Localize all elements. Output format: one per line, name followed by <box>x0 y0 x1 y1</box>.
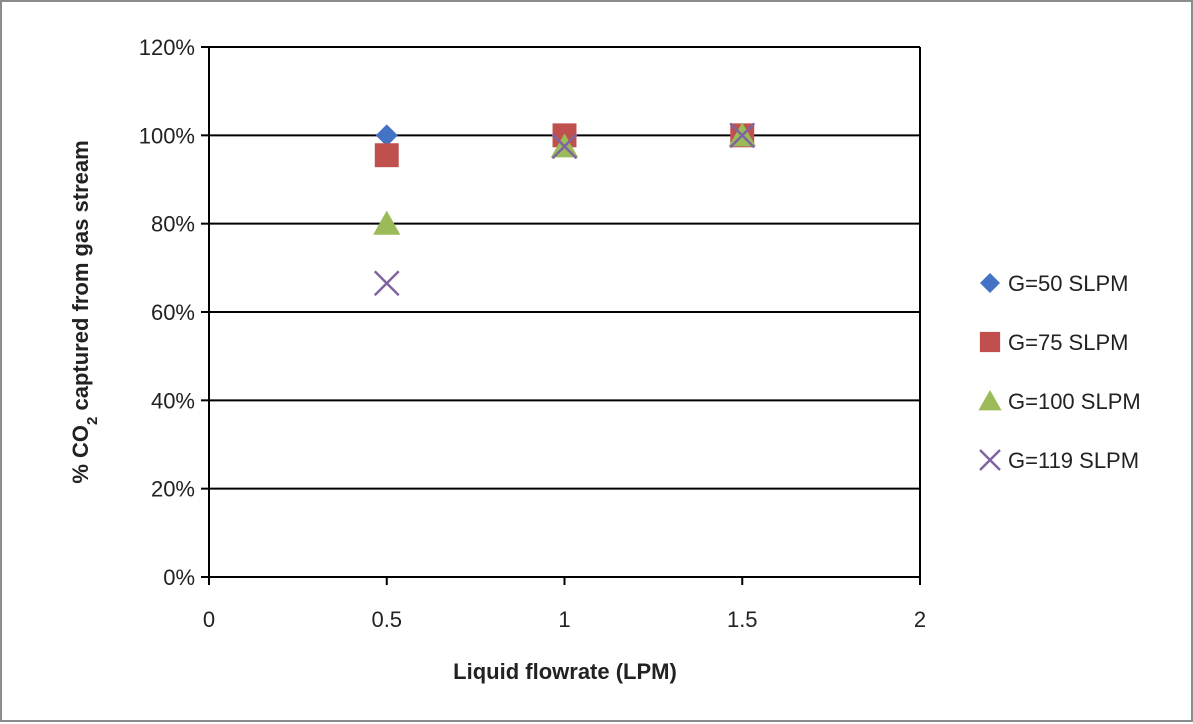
y-axis-title-subscript: 2 <box>84 417 101 425</box>
legend-marker-triangle <box>978 390 1002 411</box>
legend-label: G=100 SLPM <box>1008 389 1141 414</box>
x-marker-stroke <box>373 270 400 297</box>
y-axis-title-part: captured from gas stream <box>68 140 93 416</box>
y-tick-label: 20% <box>151 477 195 502</box>
legend-marker-square <box>979 331 1001 353</box>
legend: G=50 SLPM G=75 SLPM G=100 SLPM G=119 SLPM <box>978 271 1141 473</box>
x-axis-title: Liquid flowrate (LPM) <box>453 659 677 684</box>
data-point-square <box>374 143 399 168</box>
y-tick-label: 100% <box>139 123 195 148</box>
x-tick-label: 1.5 <box>727 607 758 632</box>
axes <box>201 46 921 585</box>
y-axis-title-part: % CO <box>68 425 93 484</box>
y-tick-label: 60% <box>151 300 195 325</box>
legend-label: G=50 SLPM <box>1008 271 1128 296</box>
x-tick-label: 0.5 <box>371 607 402 632</box>
x-tick-label: 2 <box>914 607 926 632</box>
x-marker-stroke <box>979 449 1001 471</box>
y-tick-label: 120% <box>139 35 195 60</box>
legend-marker-x <box>979 449 1001 471</box>
legend-label: G=119 SLPM <box>1008 448 1139 473</box>
data-point-triangle <box>373 210 401 235</box>
legend-marker-diamond <box>980 273 1000 293</box>
y-tick-label: 80% <box>151 212 195 237</box>
legend-label: G=75 SLPM <box>1008 330 1128 355</box>
data-point-x <box>373 270 400 297</box>
x-marker-stroke <box>729 122 756 149</box>
x-tick-label: 1 <box>558 607 570 632</box>
tick-labels: 0% 20% 40% 60% 80% 100% 120% 0 0.5 1 1.5 2 <box>139 35 926 632</box>
data-points <box>373 122 756 297</box>
y-tick-label: 0% <box>163 565 195 590</box>
data-point-x <box>551 133 578 160</box>
data-point-diamond <box>375 124 398 147</box>
x-marker-stroke <box>551 133 578 160</box>
data-point-x <box>729 122 756 149</box>
x-tick-label: 0 <box>203 607 215 632</box>
gridlines <box>209 46 920 490</box>
y-axis-title: % CO2 captured from gas stream <box>68 140 101 483</box>
y-tick-label: 40% <box>151 388 195 413</box>
